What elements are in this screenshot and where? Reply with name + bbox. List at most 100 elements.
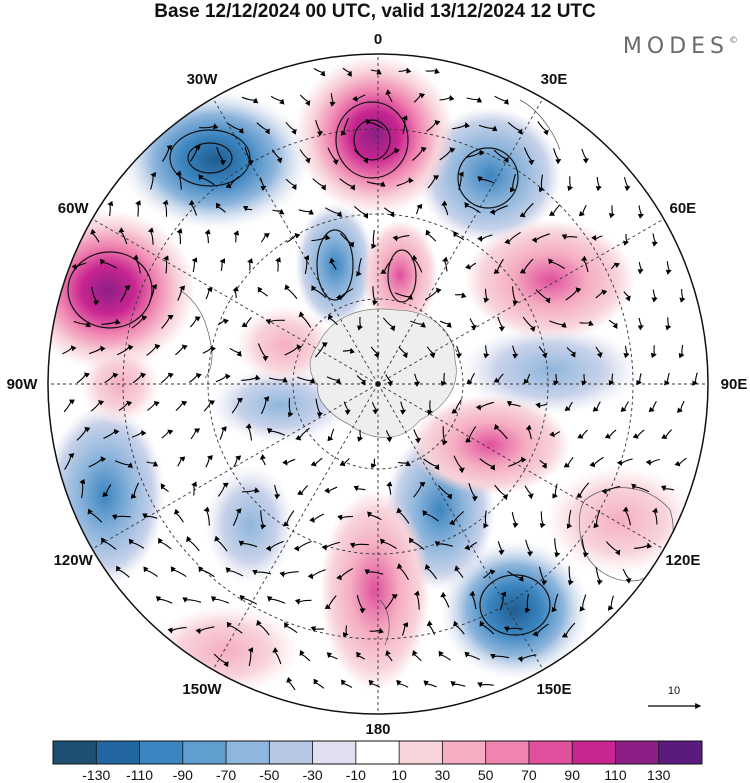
wind-arrow xyxy=(423,458,440,471)
wind-arrow xyxy=(259,177,267,191)
wind-arrow xyxy=(452,122,471,130)
wind-arrow xyxy=(199,123,219,130)
wind-arrow xyxy=(311,234,331,242)
wind-arrow xyxy=(160,372,174,384)
wind-arrow xyxy=(307,569,326,580)
wind-arrow xyxy=(260,510,267,530)
wind-arrow xyxy=(439,94,455,102)
wind-arrow xyxy=(176,228,183,245)
wind-arrow xyxy=(162,145,173,162)
wind-arrow xyxy=(233,455,242,468)
wind-arrow xyxy=(287,398,294,418)
wind-arrow xyxy=(352,94,366,102)
wind-arrow xyxy=(479,620,495,635)
wind-arrow xyxy=(285,178,297,191)
wind-arrow xyxy=(595,566,603,586)
wind-arrow xyxy=(493,149,509,163)
meridian-line xyxy=(212,97,379,385)
wind-vectors xyxy=(62,67,698,691)
wind-arrow xyxy=(581,373,588,386)
wind-arrow xyxy=(275,257,281,272)
wind-arrow xyxy=(637,205,645,219)
wind-arrow xyxy=(177,456,186,467)
colorbar-tick-label: 70 xyxy=(521,767,537,783)
colorbar-swatch xyxy=(182,741,227,764)
wind-arrow xyxy=(490,653,510,660)
wind-arrow xyxy=(651,289,658,303)
wind-arrow xyxy=(314,342,328,358)
wind-arrow xyxy=(203,400,216,412)
wind-arrow xyxy=(398,346,408,359)
wind-arrow xyxy=(507,121,523,135)
wind-arrow xyxy=(90,400,105,412)
colorbar: -130 -110 -90 -70 -50 -30 -10 10 30 50 70 90 110 130 xyxy=(52,740,703,783)
wind-arrow xyxy=(523,373,531,384)
meridian-line xyxy=(377,218,665,385)
wind-arrow xyxy=(394,292,414,300)
wind-arrow xyxy=(188,199,198,216)
wind-arrow xyxy=(64,453,75,470)
wind-arrow xyxy=(525,539,534,557)
wind-arrow xyxy=(216,147,227,166)
wind-arrow xyxy=(161,429,174,439)
wind-arrow xyxy=(299,94,311,107)
wind-arrow xyxy=(409,537,425,550)
meridian-lines xyxy=(48,54,708,714)
colorbar-swatch xyxy=(226,741,270,764)
wind-arrow xyxy=(315,119,324,137)
wind-arrow xyxy=(370,346,380,359)
wind-arrow xyxy=(581,148,590,164)
wind-arrow xyxy=(422,510,439,522)
wind-arrow xyxy=(315,398,324,418)
meridian-label: 30E xyxy=(541,71,568,88)
wind-arrow xyxy=(241,317,252,328)
wind-arrow xyxy=(87,508,103,523)
wind-arrow xyxy=(506,401,521,407)
wind-arrow xyxy=(257,343,269,362)
wind-arrow xyxy=(385,89,393,103)
wind-arrow xyxy=(386,481,393,495)
wind-arrow xyxy=(232,508,242,527)
wind-arrow xyxy=(604,429,617,439)
wind-arrow xyxy=(537,121,549,136)
wind-arrow xyxy=(665,261,672,275)
wind-arrow xyxy=(284,622,298,634)
meridian-label: 150E xyxy=(536,681,571,698)
wind-arrow xyxy=(440,372,447,387)
wind-arrow xyxy=(595,289,608,299)
wind-arrow xyxy=(365,118,383,129)
wind-arrow xyxy=(464,202,481,214)
colorbar-tick-label: -110 xyxy=(126,767,153,783)
meridian-label: 90W xyxy=(7,376,39,393)
meridian-label: 90E xyxy=(721,376,748,393)
wind-arrow xyxy=(548,258,565,269)
wind-arrow xyxy=(71,262,87,270)
wind-arrow xyxy=(336,288,354,301)
wind-arrow xyxy=(519,202,534,218)
wind-arrow xyxy=(310,457,323,467)
wind-arrow xyxy=(517,654,537,663)
colorbar-tick-label: 90 xyxy=(564,767,580,783)
wind-arrow xyxy=(549,431,561,438)
meridian-label: 120W xyxy=(54,552,94,569)
wind-arrow xyxy=(384,207,395,218)
wind-arrow xyxy=(326,652,338,660)
wind-arrow xyxy=(256,122,270,135)
wind-arrow xyxy=(321,541,341,551)
wind-arrow xyxy=(340,117,349,136)
wind-arrow xyxy=(213,653,229,668)
wind-arrow xyxy=(158,537,172,550)
wind-arrow xyxy=(343,401,351,416)
wind-arrow xyxy=(552,483,558,499)
wind-arrow xyxy=(413,482,426,498)
wind-arrow xyxy=(538,566,548,586)
wind-arrow xyxy=(631,483,650,493)
wind-arrow xyxy=(424,563,438,580)
wind-arrow xyxy=(477,176,495,184)
wind-arrow xyxy=(692,372,698,386)
wind-arrow xyxy=(512,345,519,359)
wind-arrow xyxy=(425,68,440,74)
wind-arrow xyxy=(632,429,645,439)
wind-arrow xyxy=(73,320,91,328)
wind-arrow xyxy=(396,679,409,688)
